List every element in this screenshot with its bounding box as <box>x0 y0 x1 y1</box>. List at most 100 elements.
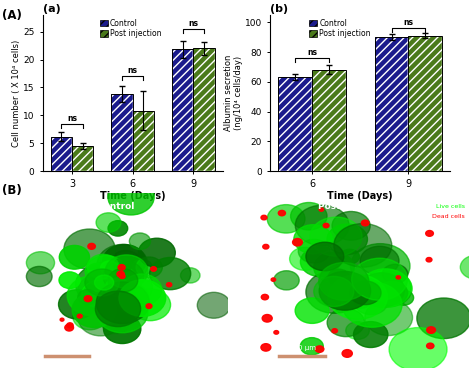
X-axis label: Time (Days): Time (Days) <box>328 191 393 201</box>
Circle shape <box>75 265 126 304</box>
Circle shape <box>117 271 124 277</box>
Bar <box>172 49 193 171</box>
Circle shape <box>334 224 392 267</box>
Circle shape <box>306 271 363 313</box>
Circle shape <box>332 328 337 333</box>
Circle shape <box>261 215 267 220</box>
Bar <box>312 70 346 171</box>
Circle shape <box>130 289 171 321</box>
Circle shape <box>64 229 115 269</box>
Circle shape <box>65 324 73 331</box>
Circle shape <box>181 268 200 283</box>
Circle shape <box>87 254 119 279</box>
Circle shape <box>59 272 80 288</box>
Circle shape <box>328 275 387 319</box>
Text: ns: ns <box>128 66 138 75</box>
Circle shape <box>294 225 332 254</box>
Circle shape <box>342 282 402 327</box>
Text: (a): (a) <box>7 199 24 209</box>
Circle shape <box>103 282 129 303</box>
Text: Dead cells: Dead cells <box>432 214 465 219</box>
Circle shape <box>104 281 149 317</box>
Circle shape <box>96 282 149 324</box>
Text: Live cells: Live cells <box>436 204 465 209</box>
Circle shape <box>108 269 138 292</box>
Circle shape <box>97 244 148 284</box>
Circle shape <box>103 260 144 292</box>
Circle shape <box>314 252 354 283</box>
Bar <box>374 37 409 171</box>
Circle shape <box>103 314 141 343</box>
Bar <box>51 137 72 171</box>
Circle shape <box>150 257 191 290</box>
Circle shape <box>278 211 285 216</box>
Text: Control: Control <box>98 202 135 211</box>
Circle shape <box>328 269 349 285</box>
Circle shape <box>101 311 130 334</box>
Y-axis label: Cell number ( X 10⁴ cells): Cell number ( X 10⁴ cells) <box>12 39 21 147</box>
Circle shape <box>67 323 73 328</box>
Bar <box>278 77 312 171</box>
Bar <box>133 111 154 171</box>
Circle shape <box>119 274 125 279</box>
Circle shape <box>273 271 299 290</box>
Circle shape <box>138 238 175 267</box>
Circle shape <box>350 281 381 305</box>
Circle shape <box>94 275 114 290</box>
Bar <box>72 146 93 171</box>
Bar <box>374 37 409 171</box>
Circle shape <box>197 292 230 318</box>
Text: (a): (a) <box>43 4 60 14</box>
Circle shape <box>460 255 474 279</box>
Circle shape <box>426 257 432 262</box>
Circle shape <box>319 272 371 310</box>
Circle shape <box>72 293 117 327</box>
Circle shape <box>91 263 115 282</box>
Circle shape <box>427 327 436 333</box>
Circle shape <box>77 314 82 318</box>
Circle shape <box>346 322 369 340</box>
Circle shape <box>291 202 327 230</box>
Circle shape <box>60 318 64 321</box>
Text: 100 μm: 100 μm <box>289 345 316 351</box>
Circle shape <box>105 255 148 288</box>
Circle shape <box>146 304 152 308</box>
Circle shape <box>100 261 119 275</box>
Circle shape <box>96 213 121 232</box>
Circle shape <box>315 346 324 352</box>
Circle shape <box>389 328 447 371</box>
Circle shape <box>346 288 374 308</box>
Circle shape <box>396 276 401 279</box>
Bar <box>312 70 346 171</box>
Circle shape <box>78 275 120 308</box>
Circle shape <box>383 264 408 283</box>
Circle shape <box>111 267 136 287</box>
Circle shape <box>85 256 127 288</box>
Circle shape <box>97 279 128 304</box>
Circle shape <box>292 238 302 246</box>
Circle shape <box>114 258 132 272</box>
Legend: Control, Post injection: Control, Post injection <box>97 16 164 41</box>
Circle shape <box>262 314 272 322</box>
Circle shape <box>306 242 344 271</box>
Circle shape <box>166 283 172 287</box>
Bar <box>111 94 133 171</box>
Circle shape <box>59 290 96 319</box>
Circle shape <box>119 280 166 317</box>
Circle shape <box>104 280 133 302</box>
Circle shape <box>298 239 330 263</box>
Circle shape <box>365 299 412 336</box>
Circle shape <box>319 263 369 300</box>
Circle shape <box>352 258 408 300</box>
Circle shape <box>109 270 153 305</box>
Circle shape <box>354 322 388 347</box>
Circle shape <box>111 251 140 274</box>
Circle shape <box>88 263 106 278</box>
Circle shape <box>295 298 329 323</box>
Circle shape <box>27 252 55 274</box>
Circle shape <box>359 273 404 307</box>
Bar <box>133 111 154 171</box>
Circle shape <box>323 223 329 228</box>
Circle shape <box>67 276 118 316</box>
Circle shape <box>361 220 369 226</box>
